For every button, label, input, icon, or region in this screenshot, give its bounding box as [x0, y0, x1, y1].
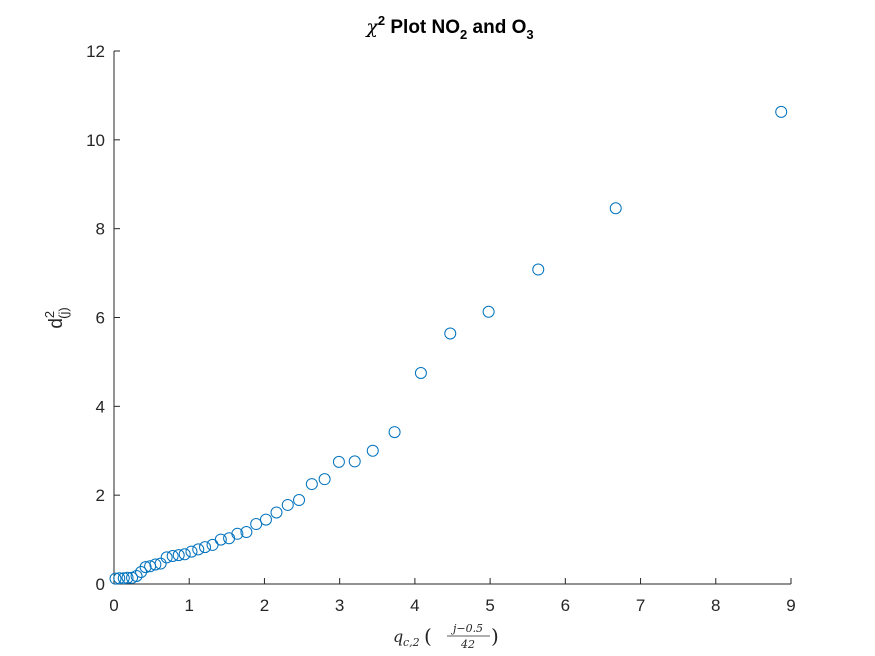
data-point — [178, 548, 191, 561]
data-point — [172, 549, 185, 562]
data-point — [775, 105, 788, 118]
y-tick-label: 8 — [96, 220, 105, 239]
data-point — [482, 305, 495, 318]
data-point — [231, 527, 244, 540]
ylabel-subscript: (j) — [56, 307, 71, 319]
x-tick-label: 3 — [335, 596, 344, 615]
data-point — [281, 498, 294, 511]
x-tick-label: 4 — [410, 596, 419, 615]
ylabel-base: d — [46, 318, 67, 329]
y-tick-label: 0 — [96, 575, 105, 594]
x-tick-label: 2 — [260, 596, 269, 615]
x-axis-label: q c,2 ( j−0.5 42 ) — [393, 622, 499, 651]
xlabel-close-paren: ) — [491, 624, 499, 648]
y-ticks: 0 2 4 6 8 10 12 — [86, 42, 120, 594]
xlabel-base: q — [393, 627, 403, 646]
x-tick-label: 8 — [711, 596, 720, 615]
data-point — [414, 367, 427, 380]
title-symbol: χ — [364, 16, 379, 38]
data-point — [388, 426, 401, 439]
x-tick-label: 0 — [109, 596, 118, 615]
ylabel-superscript: 2 — [42, 311, 57, 318]
data-point — [332, 455, 345, 468]
data-point — [113, 572, 126, 585]
data-point — [366, 444, 379, 457]
data-point — [240, 526, 253, 539]
y-tick-label: 2 — [96, 486, 105, 505]
x-tick-label: 5 — [485, 596, 494, 615]
svg-text:d2(j): d2(j) — [42, 307, 71, 328]
data-point — [117, 572, 130, 585]
data-point — [192, 543, 205, 556]
data-points — [109, 105, 788, 585]
y-axis-label: d2(j) — [42, 307, 71, 328]
y-tick-label: 4 — [96, 397, 105, 416]
data-point — [305, 478, 318, 491]
title-subscript1: 2 — [460, 27, 467, 42]
chart-title: χ2 Plot NO2 and O3 — [364, 13, 533, 42]
x-tick-label: 1 — [184, 596, 193, 615]
xlabel-fraction-numerator: j−0.5 — [450, 622, 483, 635]
data-point — [348, 455, 361, 468]
x-tick-label: 6 — [561, 596, 570, 615]
data-point — [532, 263, 545, 276]
data-point — [609, 202, 622, 215]
xlabel-open-paren: ( — [424, 624, 432, 648]
xlabel-subscript: c,2 — [403, 636, 420, 649]
data-point — [149, 558, 162, 571]
data-point — [270, 506, 283, 519]
xlabel-fraction-denominator: 42 — [460, 638, 475, 651]
title-part1: Plot NO — [385, 17, 460, 38]
data-point — [293, 494, 306, 507]
x-tick-label: 9 — [786, 596, 795, 615]
data-point — [318, 473, 331, 486]
x-tick-label: 7 — [636, 596, 645, 615]
data-point — [135, 566, 148, 579]
title-subscript2: 3 — [526, 27, 533, 42]
data-point — [154, 557, 167, 570]
y-tick-label: 10 — [86, 131, 105, 150]
data-point — [166, 550, 179, 563]
data-point — [206, 538, 219, 551]
data-point — [121, 571, 134, 584]
data-point — [185, 545, 198, 558]
x-ticks: 0 1 2 3 4 5 6 7 8 9 — [109, 578, 796, 615]
data-point — [214, 533, 227, 546]
data-point — [444, 327, 457, 340]
title-part2: and O — [467, 17, 526, 38]
y-tick-label: 6 — [96, 309, 105, 328]
data-point — [259, 513, 272, 526]
y-tick-label: 12 — [86, 42, 105, 61]
data-point — [199, 541, 212, 554]
data-point — [130, 570, 143, 583]
data-point — [160, 551, 173, 564]
data-point — [109, 572, 122, 585]
title-symbol-superscript: 2 — [378, 13, 385, 28]
data-point — [250, 518, 263, 531]
